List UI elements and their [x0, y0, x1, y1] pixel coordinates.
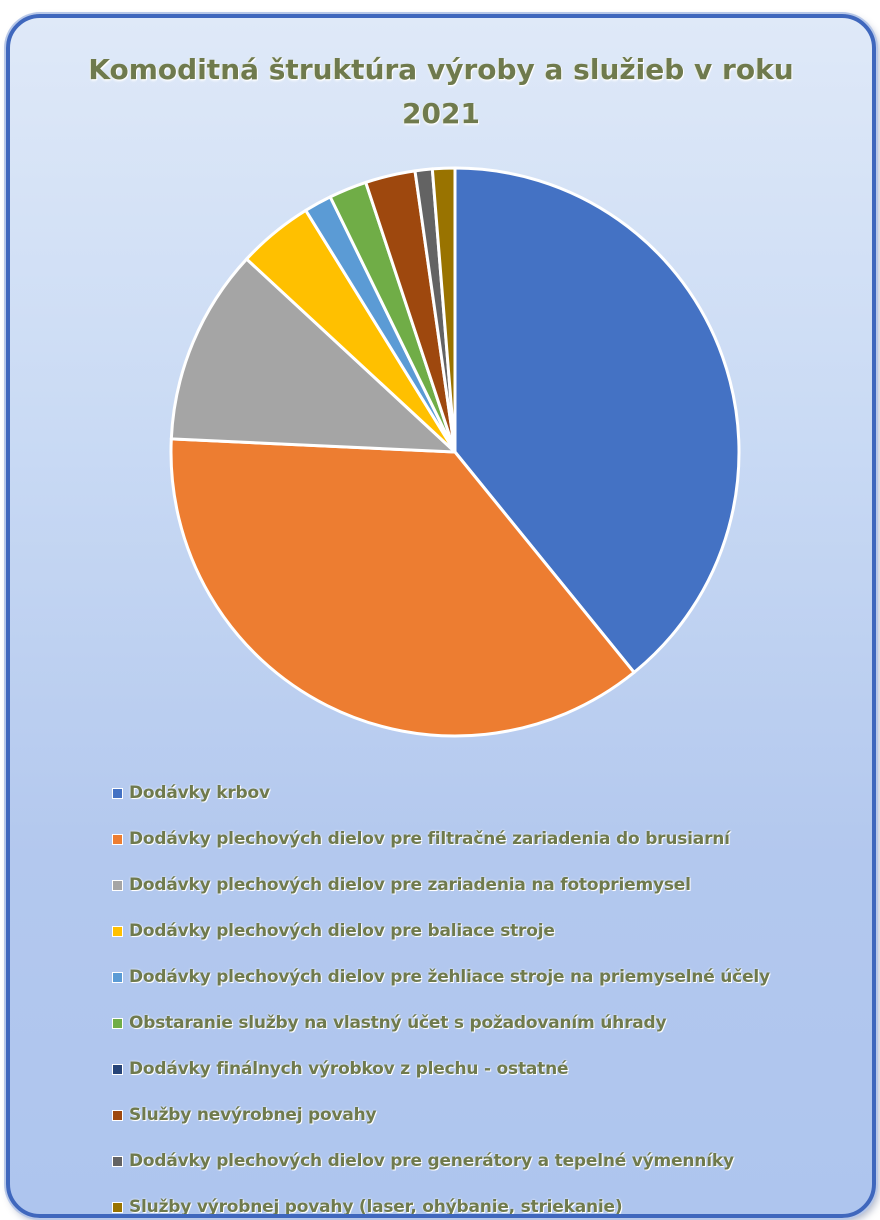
legend-label: Obstaranie služby na vlastný účet s poža… [129, 1013, 667, 1033]
legend-label: Dodávky krbov [129, 783, 270, 803]
pie-chart [169, 166, 741, 738]
chart-title: Komoditná štruktúra výroby a služieb v r… [88, 53, 794, 130]
legend-swatch [112, 1017, 123, 1029]
legend-label: Služby výrobnej povahy (laser, ohýbanie,… [129, 1197, 623, 1217]
legend-label: Dodávky plechových dielov pre generátory… [129, 1151, 734, 1171]
legend-item-7: Dodávky finálnych výrobkov z plechu - os… [112, 1046, 852, 1092]
legend-swatch [112, 1201, 123, 1213]
legend-item-5: Dodávky plechových dielov pre žehliace s… [112, 954, 852, 1000]
legend-item-4: Dodávky plechových dielov pre baliace st… [112, 908, 852, 954]
legend-item-1: Dodávky krbov [112, 770, 852, 816]
legend-item-8: Služby nevýrobnej povahy [112, 1092, 852, 1138]
legend-item-2: Dodávky plechových dielov pre filtračné … [112, 816, 852, 862]
legend-label: Dodávky plechových dielov pre baliace st… [129, 921, 555, 941]
legend-item-9: Dodávky plechových dielov pre generátory… [112, 1138, 852, 1184]
legend-label: Dodávky finálnych výrobkov z plechu - os… [129, 1059, 569, 1079]
legend-swatch [112, 1109, 123, 1121]
pie-area [10, 18, 872, 778]
legend-swatch [112, 787, 123, 799]
legend-swatch [112, 1155, 123, 1167]
legend-swatch [112, 925, 123, 937]
legend-item-10: Služby výrobnej povahy (laser, ohýbanie,… [112, 1184, 852, 1217]
legend-label: Dodávky plechových dielov pre zariadenia… [129, 875, 691, 895]
pie-slice-10 [430, 166, 457, 454]
legend-swatch [112, 1063, 123, 1075]
chart-legend: Dodávky krbov Dodávky plechových dielov p… [112, 770, 852, 1217]
chart-frame: Komoditná štruktúra výroby a služieb v r… [6, 14, 876, 1218]
legend-item-6: Obstaranie služby na vlastný účet s poža… [112, 1000, 852, 1046]
legend-swatch [112, 833, 123, 845]
legend-label: Dodávky plechových dielov pre filtračné … [129, 829, 730, 849]
legend-label: Dodávky plechových dielov pre žehliace s… [129, 967, 770, 987]
pie-slice-3 [169, 257, 457, 454]
legend-item-3: Dodávky plechových dielov pre zariadenia… [112, 862, 852, 908]
legend-label: Služby nevýrobnej povahy [129, 1105, 377, 1125]
pie-slice-2 [169, 437, 636, 738]
pie-slice-1 [453, 166, 741, 674]
legend-swatch [112, 971, 123, 983]
legend-swatch [112, 879, 123, 891]
